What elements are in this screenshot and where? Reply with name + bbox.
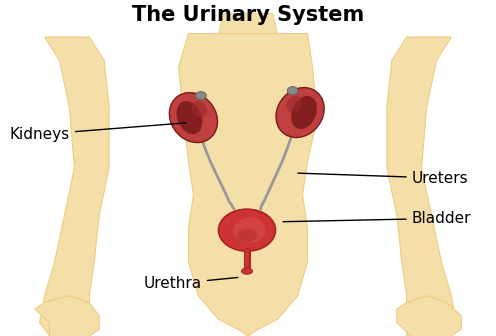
Ellipse shape [169,93,218,142]
Text: Bladder: Bladder [283,211,471,226]
Ellipse shape [287,86,298,95]
Polygon shape [179,34,317,336]
Ellipse shape [192,101,207,118]
Ellipse shape [276,88,324,137]
Polygon shape [40,37,109,336]
Ellipse shape [218,209,276,251]
Text: Ureters: Ureters [298,171,468,185]
Ellipse shape [233,218,266,243]
Ellipse shape [291,96,317,129]
Polygon shape [35,296,99,336]
Ellipse shape [242,268,252,274]
Polygon shape [218,13,278,34]
Polygon shape [397,296,461,336]
Ellipse shape [287,96,302,113]
Text: Kidneys: Kidneys [10,123,186,142]
Ellipse shape [237,228,257,242]
Ellipse shape [177,101,202,134]
Text: The Urinary System: The Urinary System [132,5,364,25]
Polygon shape [387,37,456,336]
Ellipse shape [195,91,206,100]
Text: Urethra: Urethra [144,277,238,291]
